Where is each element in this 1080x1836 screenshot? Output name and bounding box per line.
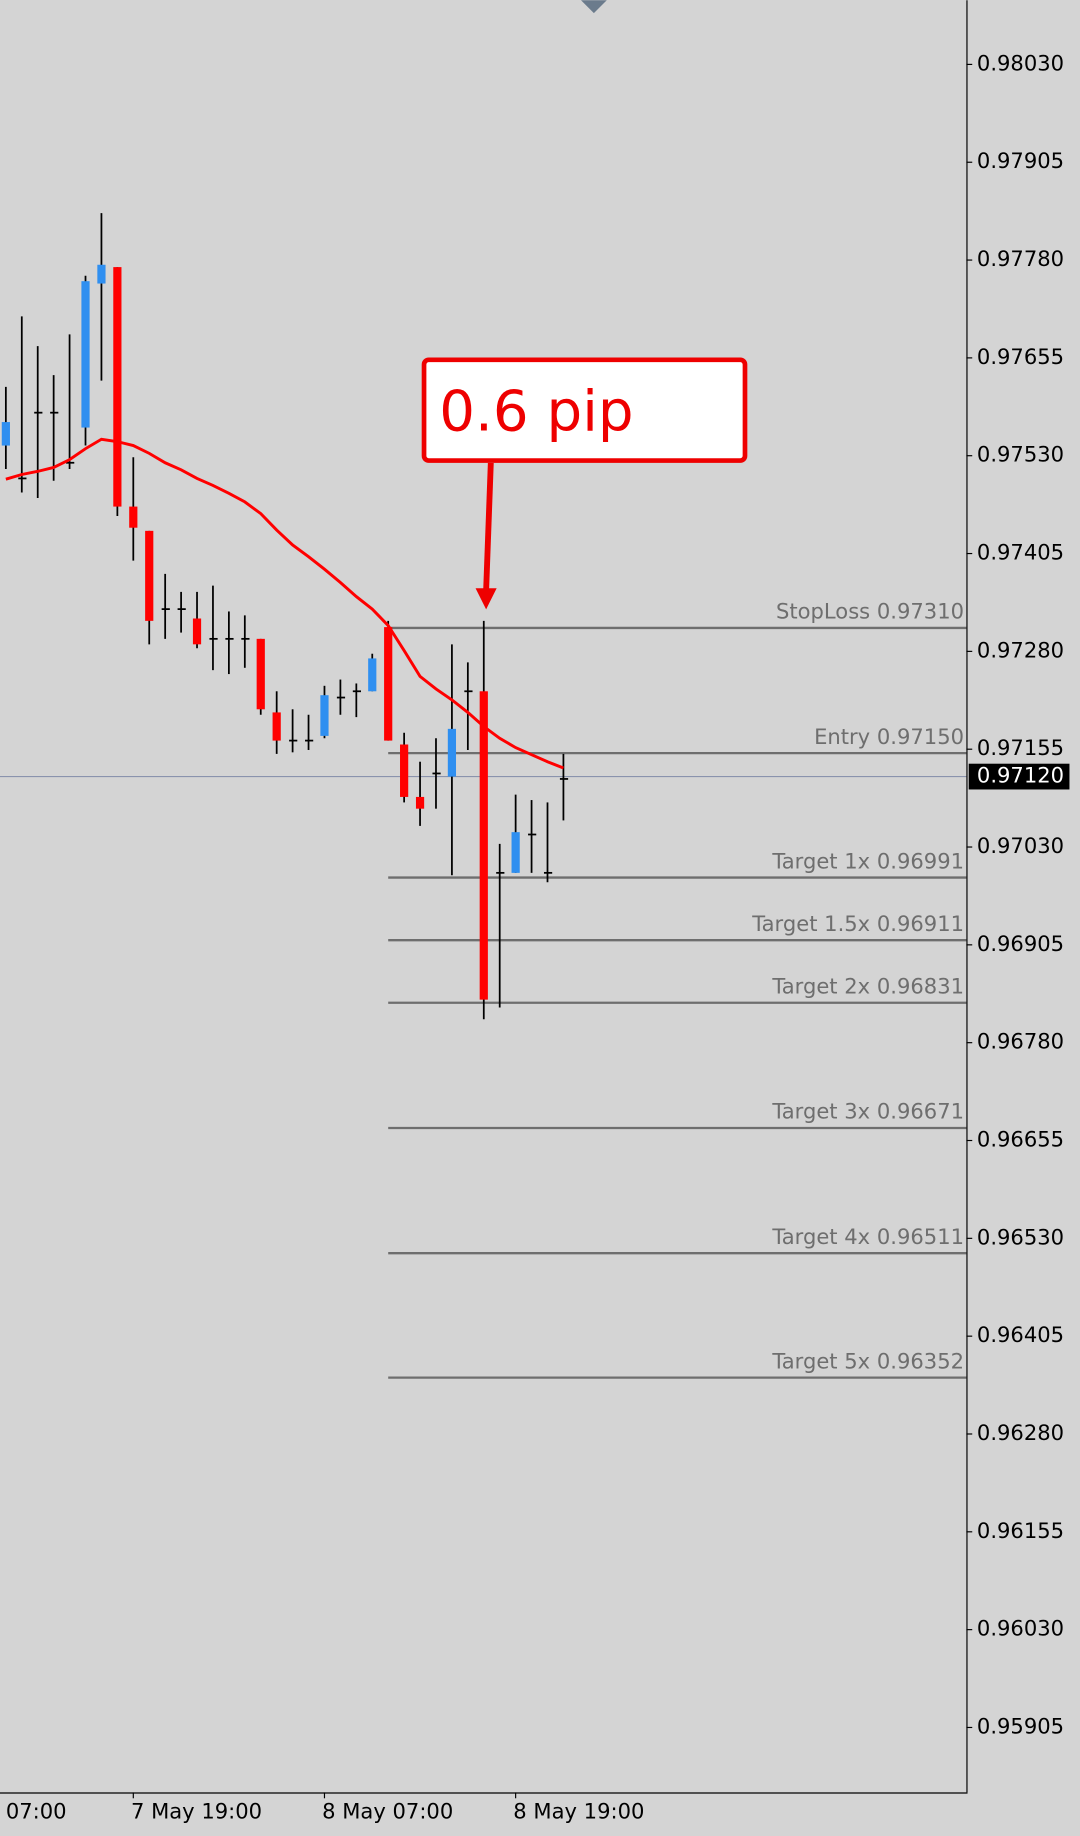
level-label: Target 1x 0.96991 bbox=[771, 848, 964, 873]
x-tick-label: 8 May 19:00 bbox=[513, 1798, 644, 1823]
y-tick-label: 0.97030 bbox=[977, 833, 1064, 858]
current-price-box bbox=[968, 763, 1070, 790]
level-label: Target 2x 0.96831 bbox=[771, 974, 964, 999]
y-tick-label: 0.96030 bbox=[977, 1616, 1064, 1641]
callout: 0.6 pip bbox=[421, 357, 748, 610]
x-tick-label: 07:00 bbox=[6, 1798, 67, 1823]
candle-body bbox=[479, 691, 488, 1000]
y-tick-label: 0.96405 bbox=[977, 1322, 1064, 1347]
callout-arrowhead bbox=[475, 588, 497, 610]
level-label: Target 3x 0.96671 bbox=[771, 1099, 964, 1124]
y-tick-label: 0.97530 bbox=[977, 442, 1064, 467]
scroll-marker bbox=[580, 0, 607, 14]
current-price-label: 0.97120 bbox=[977, 763, 1064, 788]
level-label: Target 1.5x 0.96911 bbox=[751, 911, 964, 936]
candle-body bbox=[81, 281, 90, 428]
level-label: Target 5x 0.96352 bbox=[771, 1348, 964, 1373]
y-tick-label: 0.96155 bbox=[977, 1518, 1064, 1543]
y-tick-label: 0.97905 bbox=[977, 148, 1064, 173]
candle-body bbox=[368, 658, 377, 692]
y-tick-label: 0.97155 bbox=[977, 735, 1064, 760]
candle-body bbox=[400, 744, 409, 797]
candle-body bbox=[511, 832, 520, 873]
candles-layer bbox=[1, 213, 569, 1020]
y-tick-label: 0.95905 bbox=[977, 1713, 1064, 1738]
candle-body bbox=[113, 267, 122, 507]
axis-layer: 0.98030 0.97905 0.97780 0.97655 0.97530 0.974… bbox=[6, 50, 1070, 1823]
y-tick-label: 0.97405 bbox=[977, 540, 1064, 565]
x-tick-label: 8 May 07:00 bbox=[322, 1798, 453, 1823]
candle-body bbox=[97, 264, 106, 284]
moving-average-line bbox=[5, 437, 564, 770]
y-tick-label: 0.96905 bbox=[977, 931, 1064, 956]
candle-body bbox=[1, 422, 10, 446]
candle-body bbox=[384, 627, 393, 741]
y-tick-label: 0.96530 bbox=[977, 1224, 1064, 1249]
y-tick-label: 0.96780 bbox=[977, 1029, 1064, 1054]
candle-body bbox=[447, 728, 457, 777]
callout-text: 0.6 pip bbox=[439, 380, 633, 445]
callout-arrow bbox=[483, 462, 494, 591]
candle-body bbox=[415, 796, 425, 809]
levels-layer: StopLoss 0.97310 Entry 0.97150 Target 1x 0… bbox=[0, 599, 967, 1379]
x-tick-label: 7 May 19:00 bbox=[131, 1798, 262, 1823]
candle-body bbox=[272, 712, 281, 741]
level-label: StopLoss 0.97310 bbox=[776, 599, 964, 624]
y-tick-label: 0.98030 bbox=[977, 50, 1064, 75]
level-label: Entry 0.97150 bbox=[814, 724, 964, 749]
y-tick-label: 0.96655 bbox=[977, 1127, 1064, 1152]
level-label: Target 4x 0.96511 bbox=[771, 1224, 964, 1249]
candle-body bbox=[129, 506, 138, 528]
y-tick-label: 0.97780 bbox=[977, 246, 1064, 271]
candle-body bbox=[192, 618, 202, 645]
y-tick-label: 0.97655 bbox=[977, 344, 1064, 369]
candle-body bbox=[145, 530, 154, 621]
callout-box bbox=[421, 357, 748, 463]
y-tick-label: 0.96280 bbox=[977, 1420, 1064, 1445]
candle-body bbox=[256, 638, 265, 710]
y-tick-label: 0.97280 bbox=[977, 637, 1064, 662]
candle-body bbox=[320, 695, 329, 736]
